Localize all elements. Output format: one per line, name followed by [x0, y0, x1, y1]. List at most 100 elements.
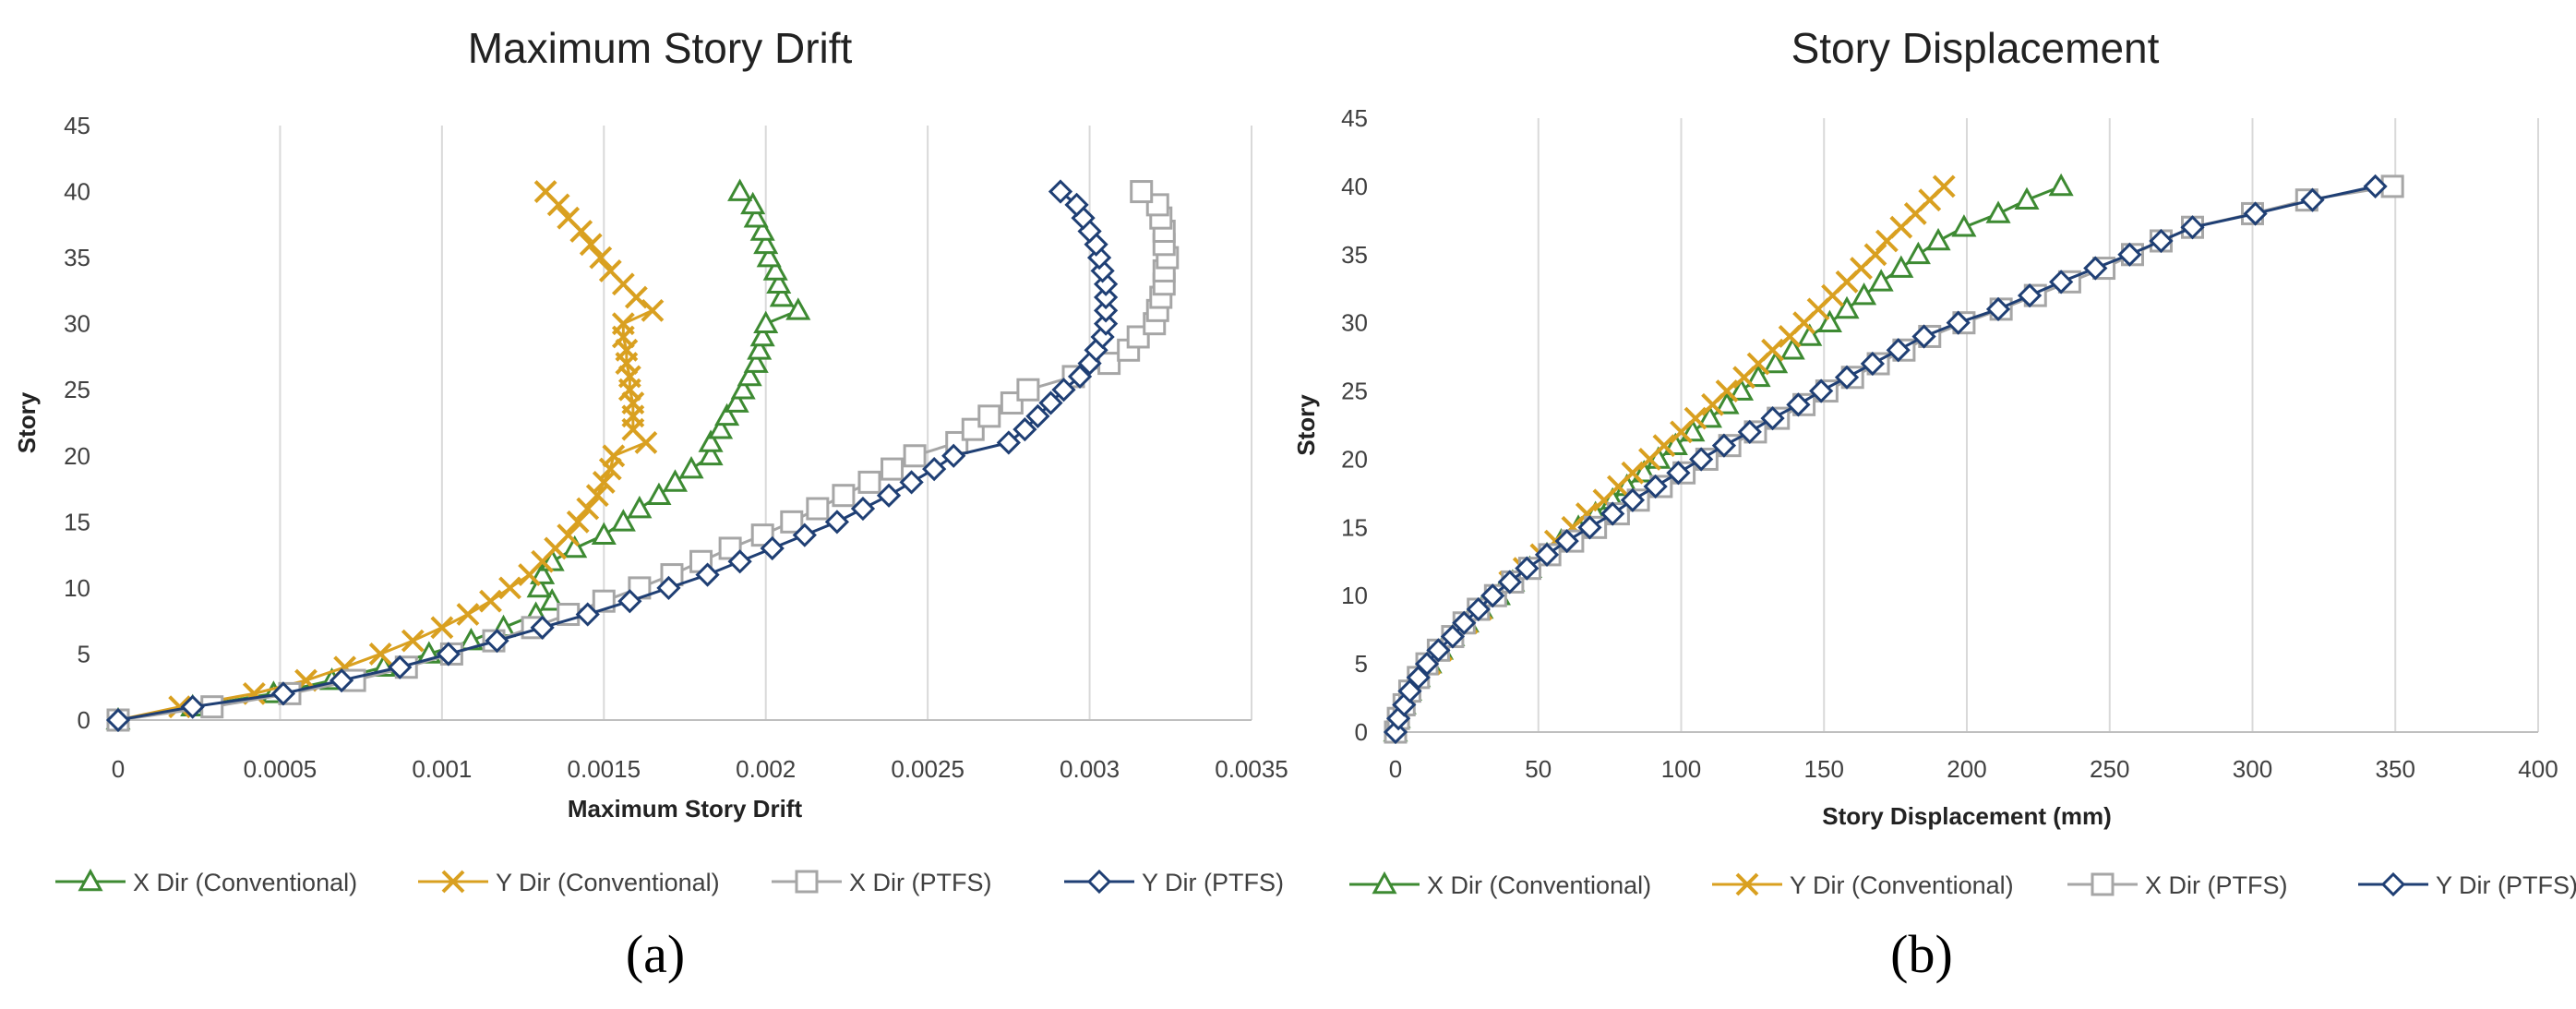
chart-title: Maximum Story Drift — [468, 24, 853, 72]
x-tick-label: 50 — [1525, 755, 1552, 783]
legend-item-x-dir-conventional: X Dir (Conventional) — [1349, 871, 1651, 899]
y-tick-label: 45 — [64, 112, 90, 139]
data-point — [617, 365, 641, 389]
data-point — [1652, 434, 1676, 458]
x-tick-label: 250 — [2090, 755, 2129, 783]
data-point — [557, 523, 581, 547]
data-point — [388, 655, 413, 679]
panel-label-a: (a) — [625, 924, 686, 984]
series-y-dir-ptfs — [105, 179, 1119, 733]
data-point — [2243, 201, 2268, 226]
data-point — [749, 323, 775, 347]
data-point — [1631, 460, 1657, 483]
data-point — [899, 470, 924, 495]
data-point — [533, 180, 557, 203]
data-point — [2014, 186, 2040, 210]
panel-label-b: (b) — [1890, 924, 1953, 984]
data-point — [750, 523, 774, 547]
data-point — [615, 338, 639, 362]
data-point — [592, 470, 616, 494]
data-point — [105, 707, 131, 733]
y-tick-label: 15 — [1341, 513, 1368, 541]
data-point — [1012, 417, 1037, 442]
data-point — [656, 575, 681, 601]
y-axis-label: Story — [13, 391, 41, 453]
data-point — [2180, 215, 2205, 240]
x-tick-label: 100 — [1661, 755, 1701, 783]
data-point — [479, 589, 502, 613]
data-point — [610, 509, 636, 532]
series-y-dir-ptfs — [1383, 174, 2388, 745]
data-point — [977, 404, 1001, 428]
data-point — [743, 350, 769, 373]
y-tick-label: 35 — [64, 244, 90, 271]
y-tick-label: 30 — [1341, 309, 1368, 337]
data-point — [1860, 351, 1885, 377]
data-point — [1025, 403, 1050, 428]
series-x-dir-conventional — [1383, 173, 2074, 742]
data-point — [1985, 200, 2011, 223]
data-point — [1038, 390, 1063, 415]
data-point — [708, 416, 734, 439]
data-point — [641, 298, 665, 322]
data-point — [180, 694, 205, 719]
data-point — [456, 603, 480, 626]
data-point — [530, 615, 555, 640]
data-point — [730, 377, 756, 400]
data-point — [1620, 487, 1646, 512]
data-point — [753, 310, 779, 333]
data-point — [627, 495, 653, 519]
data-point — [1440, 624, 1466, 649]
data-point — [1093, 284, 1119, 310]
data-point — [1696, 405, 1722, 428]
y-tick-label: 15 — [64, 508, 90, 535]
data-point — [1689, 447, 1714, 472]
x-tick-label: 0.002 — [736, 755, 796, 783]
data-point — [1452, 610, 1477, 635]
data-point — [1834, 295, 1860, 319]
data-point — [785, 297, 811, 320]
x-tick-label: 300 — [2233, 755, 2272, 783]
data-point — [1925, 227, 1951, 251]
data-point — [1868, 269, 1894, 292]
legend-item-x-dir-ptfs: X Dir (PTFS) — [772, 869, 992, 896]
data-point — [1480, 583, 1505, 608]
data-point — [617, 589, 642, 614]
legend-item-y-dir-conventional: Y Dir (Conventional) — [1712, 871, 2014, 899]
legend-marker — [1735, 872, 1759, 896]
data-point — [1779, 337, 1805, 360]
data-point — [2363, 174, 2388, 199]
data-point — [769, 283, 795, 307]
data-point — [806, 497, 830, 521]
data-point — [740, 191, 766, 215]
data-point — [662, 469, 689, 492]
data-point — [1466, 596, 1491, 622]
data-point — [557, 206, 581, 230]
data-point — [621, 391, 645, 414]
y-tick-label: 30 — [64, 310, 90, 338]
data-point — [2017, 282, 2043, 308]
legend-marker — [2380, 871, 2406, 897]
data-point — [695, 562, 720, 587]
data-point — [1093, 298, 1119, 323]
data-point — [747, 337, 773, 360]
data-point — [368, 643, 392, 666]
y-tick-label: 0 — [78, 706, 90, 734]
legend-marker — [78, 868, 103, 892]
data-point — [1515, 556, 1540, 581]
data-point — [589, 246, 613, 270]
data-point — [1760, 405, 1785, 431]
series-line — [1394, 185, 2376, 733]
data-point — [401, 629, 425, 653]
x-tick-label: 0.003 — [1060, 755, 1120, 783]
series-y-dir-conventional — [106, 180, 665, 732]
data-point — [1728, 378, 1755, 401]
data-point — [1554, 528, 1579, 554]
data-point — [1763, 350, 1789, 374]
data-point — [1662, 432, 1688, 455]
y-tick-label: 5 — [1355, 650, 1368, 678]
data-point — [566, 510, 590, 534]
legend-item-x-dir-conventional: X Dir (Conventional) — [55, 868, 357, 896]
y-tick-label: 20 — [64, 442, 90, 470]
